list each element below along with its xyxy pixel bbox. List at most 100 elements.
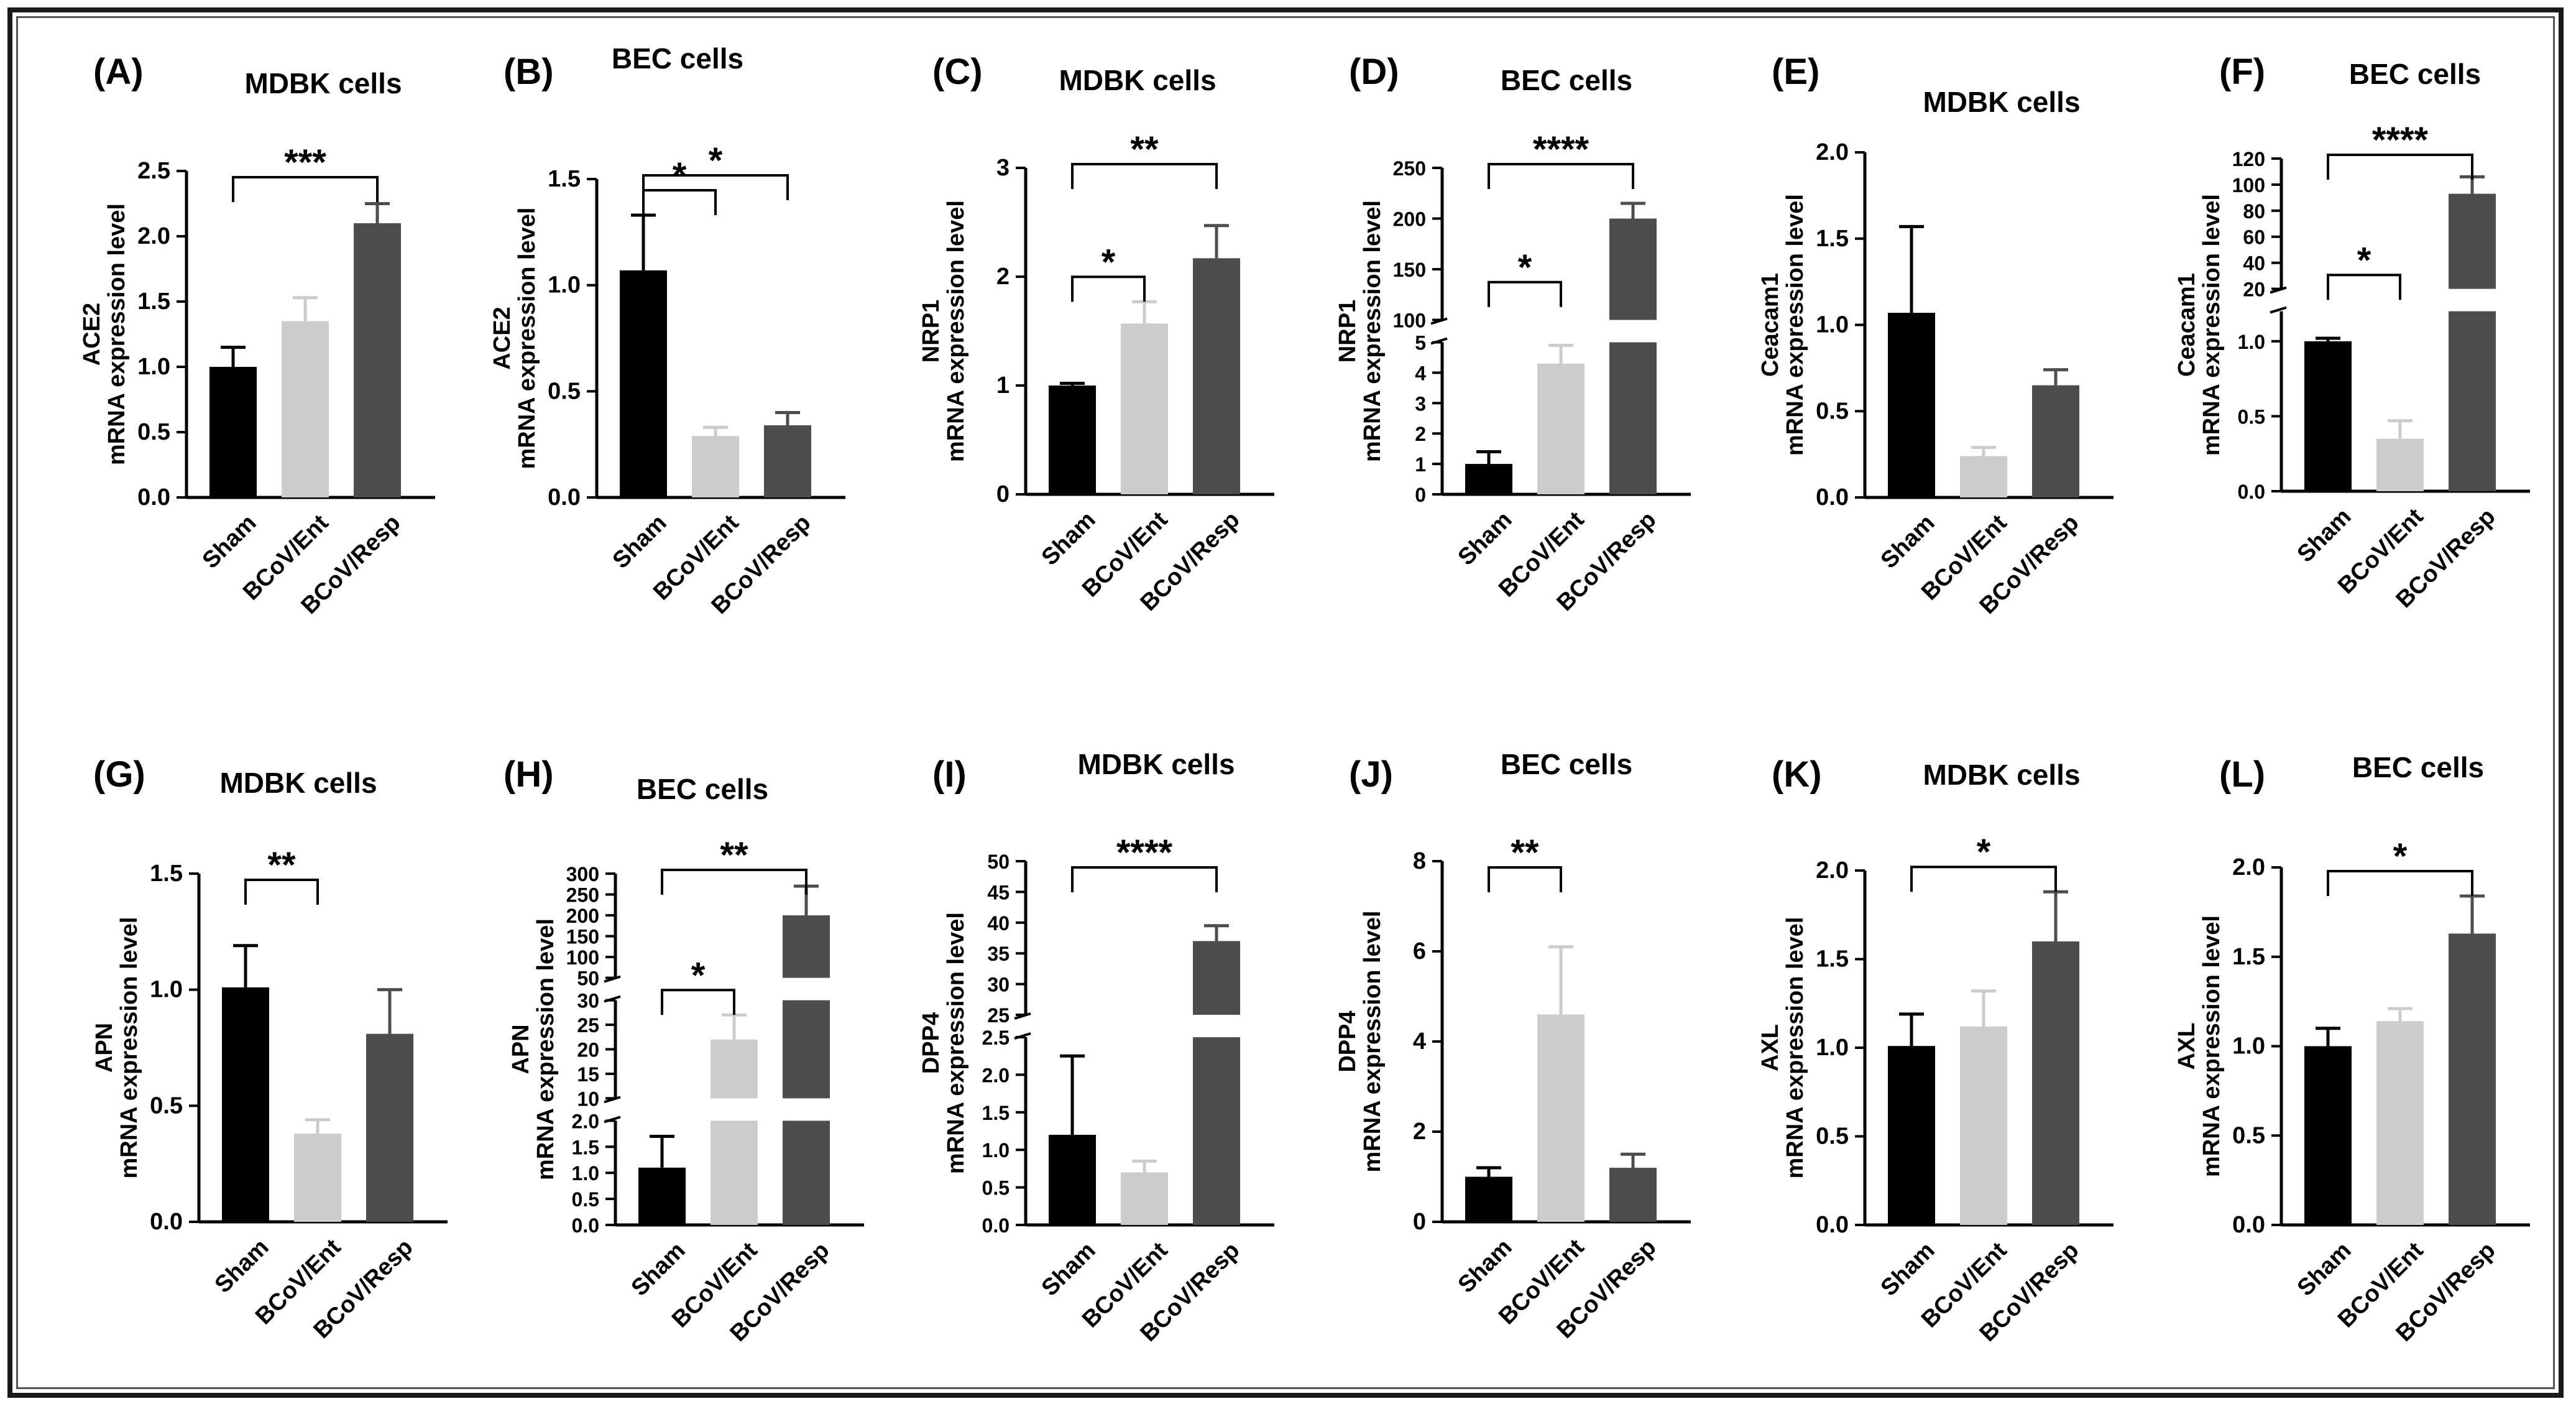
y-axis-label: DPP4 — [918, 1012, 944, 1074]
bar-bcov-resp — [1193, 941, 1240, 1015]
y-tick-label: 1.0 — [1816, 1035, 1849, 1061]
y-tick-label: 100 — [2232, 174, 2265, 196]
y-tick-label: 45 — [987, 881, 1010, 903]
chart-title: MDBK cells — [1923, 86, 2080, 118]
y-tick-label: 1 — [996, 372, 1010, 399]
significance-bracket — [244, 879, 319, 905]
y-tick-label: 4 — [1413, 1028, 1426, 1055]
significance-bracket — [1910, 866, 2057, 892]
y-axis-sublabel: mRNA expression level — [533, 918, 559, 1180]
significance-label: * — [1102, 242, 1116, 282]
y-tick-label: 0.5 — [572, 1188, 599, 1211]
y-tick-label: 0.0 — [548, 484, 581, 510]
y-axis-sublabel: mRNA expression level — [1782, 194, 1808, 456]
significance-bracket — [1071, 163, 1218, 189]
chart-panel-d: 012345100150200250ShamBCoV/EntBCoV/Resp*… — [1335, 52, 1691, 616]
y-tick-label: 15 — [577, 1063, 599, 1086]
y-axis-label: ACE2 — [79, 303, 105, 366]
bar-bcov-ent — [2376, 1021, 2424, 1225]
chart-title: BEC cells — [2352, 751, 2484, 783]
y-tick-label: 0.0 — [982, 1214, 1010, 1237]
bar-bcov-ent — [711, 1120, 758, 1225]
bar-bcov-resp — [2032, 941, 2079, 1225]
bar-bcov-resp — [1193, 258, 1240, 494]
bar-bcov-ent — [711, 1039, 758, 1099]
y-axis-label: NRP1 — [1335, 300, 1361, 363]
x-category-label: Sham — [1037, 1237, 1101, 1301]
y-tick-label: 1.5 — [2232, 944, 2265, 970]
bar-bcov-resp — [2449, 193, 2496, 289]
bar-bcov-resp — [764, 425, 811, 497]
y-tick-label: 200 — [1393, 208, 1426, 231]
bar-bcov-resp — [783, 1120, 830, 1225]
y-axis-sublabel: mRNA expression level — [104, 203, 130, 465]
significance-bracket — [1488, 866, 1562, 892]
y-tick-label: 0.5 — [2232, 1122, 2265, 1148]
y-axis-sublabel: mRNA expression level — [1359, 200, 1386, 462]
chart-panel-e: 0.00.51.01.52.0ShamBCoV/EntBCoV/RespCeac… — [1757, 52, 2114, 619]
y-tick-label: 1.5 — [548, 166, 581, 192]
bar-bcov-resp — [1193, 1037, 1240, 1225]
bar-sham — [209, 367, 257, 497]
bar-bcov-resp — [2449, 933, 2496, 1225]
y-tick-label: 20 — [577, 1039, 599, 1061]
y-tick-label: 2.0 — [572, 1110, 599, 1132]
y-tick-label: 0.0 — [2232, 1212, 2265, 1238]
y-tick-label: 0 — [1415, 484, 1426, 506]
significance-label: **** — [1533, 129, 1589, 170]
significance-label: ** — [720, 835, 748, 875]
y-tick-label: 30 — [987, 974, 1010, 996]
x-category-label: Sham — [1453, 1234, 1517, 1298]
y-tick-label: 1.0 — [150, 977, 183, 1003]
y-tick-label: 2.0 — [982, 1064, 1010, 1086]
y-axis-label: APN — [91, 1023, 117, 1073]
y-tick-label: 1 — [1415, 453, 1426, 476]
bar-sham — [1888, 1046, 1935, 1225]
y-tick-label: 1.5 — [137, 289, 170, 315]
y-tick-label: 40 — [987, 912, 1010, 935]
y-tick-label: 0.5 — [1816, 398, 1849, 424]
bar-sham — [1465, 464, 1512, 494]
y-tick-label: 35 — [987, 943, 1010, 965]
y-tick-label: 1.0 — [137, 354, 170, 380]
y-tick-label: 1.5 — [572, 1136, 599, 1158]
bar-bcov-resp — [2449, 311, 2496, 491]
x-category-label: Sham — [198, 510, 262, 574]
bar-bcov-ent — [1537, 363, 1585, 494]
panel-label: (C) — [932, 52, 983, 92]
y-tick-label: 150 — [566, 926, 599, 948]
y-tick-label: 0.5 — [982, 1177, 1010, 1199]
panel-label: (H) — [504, 754, 554, 795]
panel-label: (A) — [93, 52, 144, 92]
y-tick-label: 200 — [566, 905, 599, 927]
y-tick-label: 100 — [1393, 310, 1426, 332]
y-tick-label: 1.0 — [1816, 312, 1849, 338]
chart-panel-k: 0.00.51.01.52.0ShamBCoV/EntBCoV/Resp*AXL… — [1757, 754, 2114, 1347]
bar-bcov-ent — [692, 436, 739, 497]
y-axis-label: NRP1 — [918, 300, 944, 363]
y-axis-label: Ceacam1 — [1757, 273, 1783, 377]
y-tick-label: 0.0 — [150, 1209, 183, 1235]
chart-title: BEC cells — [1501, 748, 1632, 780]
chart-panel-a: 0.00.51.01.52.02.5ShamBCoV/EntBCoV/Resp*… — [79, 52, 435, 619]
x-category-label: Sham — [2293, 504, 2357, 568]
y-axis-sublabel: mRNA expression level — [2199, 915, 2225, 1177]
x-category-label: Sham — [1453, 507, 1517, 571]
chart-panel-f: 0.00.51.020406080100120ShamBCoV/EntBCoV/… — [2174, 52, 2530, 613]
chart-panel-i: 0.00.51.01.52.02.5253035404550ShamBCoV/E… — [918, 748, 1274, 1347]
significance-label: ** — [267, 845, 296, 885]
y-tick-label: 2.5 — [982, 1027, 1010, 1049]
y-tick-label: 1.5 — [1816, 226, 1849, 252]
y-tick-label: 6 — [1413, 938, 1426, 964]
bar-sham — [2304, 341, 2352, 491]
bar-bcov-resp — [1609, 342, 1657, 494]
y-tick-label: 25 — [987, 1004, 1010, 1027]
y-tick-label: 0.0 — [1816, 484, 1849, 510]
y-tick-label: 1.5 — [982, 1102, 1010, 1124]
significance-label: ** — [1511, 833, 1539, 873]
bar-bcov-resp — [783, 1000, 830, 1099]
bar-bcov-resp — [1609, 218, 1657, 320]
significance-label: * — [1518, 247, 1532, 288]
